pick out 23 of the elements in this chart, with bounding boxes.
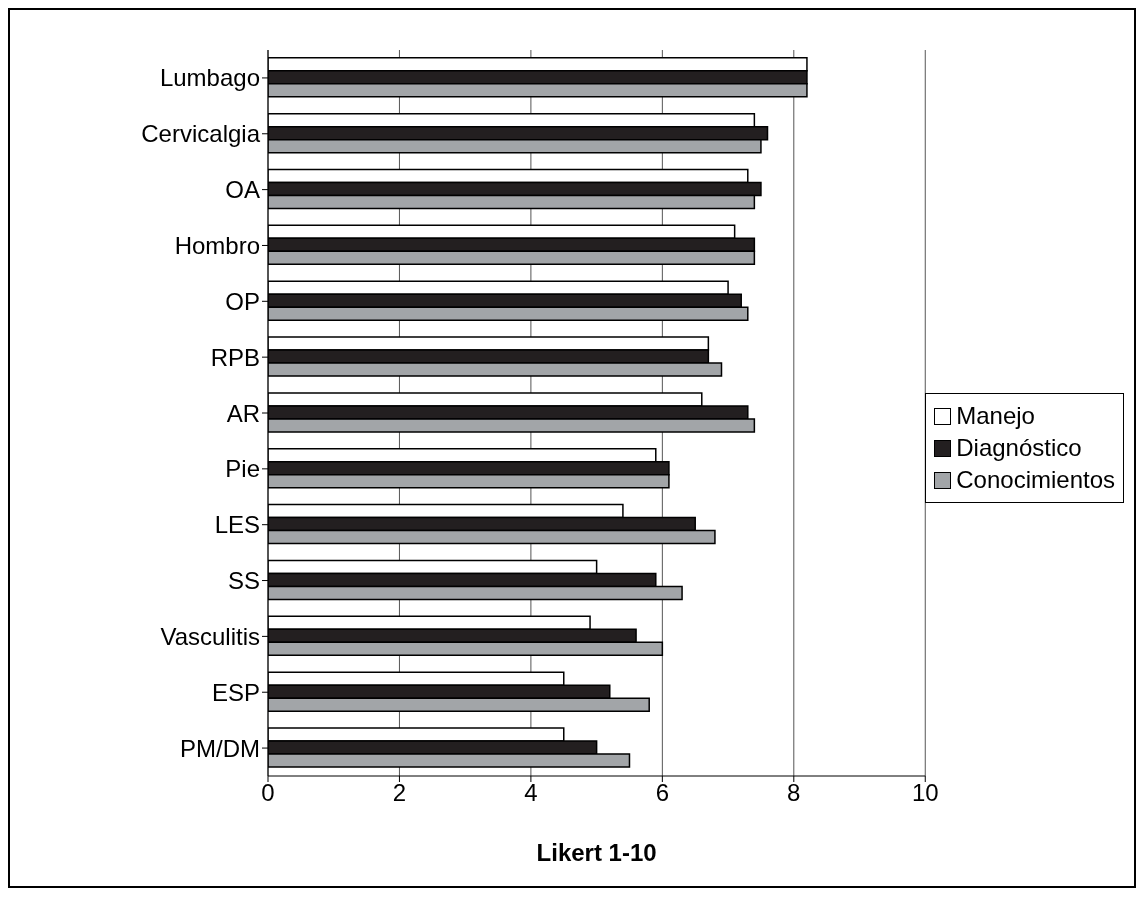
x-tick-label: 0 — [261, 779, 275, 807]
legend-label: Manejo — [956, 401, 1035, 431]
y-tick-label: Hombro — [174, 231, 260, 259]
y-tick-label: Lumbago — [159, 64, 260, 92]
y-tick-label: RPB — [210, 343, 260, 371]
legend-label: Diagnóstico — [956, 433, 1082, 463]
legend-label: Conocimientos — [956, 465, 1115, 495]
y-tick-label: PM/DM — [180, 734, 260, 762]
y-tick-label: OP — [225, 287, 260, 315]
x-axis-title: Likert 1-10 — [536, 839, 657, 866]
x-tick-label: 4 — [524, 779, 538, 807]
x-tick-label: 10 — [911, 779, 939, 807]
y-tick-label: LES — [214, 511, 260, 539]
y-tick-label: SS — [227, 567, 260, 595]
y-tick-label: Pie — [225, 455, 260, 483]
y-tick-label: OA — [225, 176, 260, 204]
y-tick-label: Cervicalgia — [141, 120, 261, 148]
x-tick-label: 6 — [655, 779, 670, 807]
x-tick-label: 8 — [787, 779, 801, 807]
x-tick-label: 2 — [392, 779, 407, 807]
y-tick-label: AR — [226, 399, 260, 427]
y-tick-label: Vasculitis — [160, 622, 260, 650]
y-tick-label: ESP — [211, 678, 260, 706]
